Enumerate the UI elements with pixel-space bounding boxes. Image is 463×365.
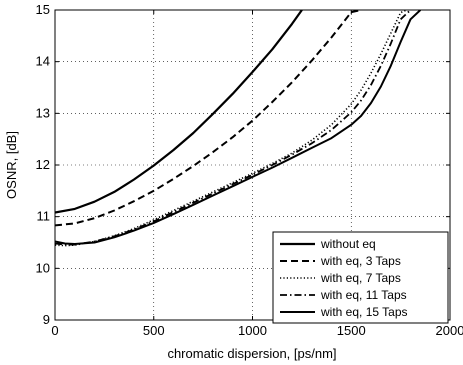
x-tick-label: 2000 [436,323,463,338]
y-tick-label: 14 [36,54,50,69]
series-line-5 [55,10,422,245]
axis-ticks: 0 500 1000 1500 2000 9 10 11 12 13 14 15 [36,2,463,338]
legend-box [272,231,449,324]
x-tick-label: 500 [143,323,165,338]
y-tick-label: 11 [37,209,51,224]
legend-label-2: with eq, 3 Taps [320,254,401,268]
legend-label-1: without eq [320,237,376,251]
y-axis-label: OSNR, [dB] [4,131,19,199]
series-layer [55,10,422,247]
y-tick-label: 15 [36,2,50,17]
x-axis-label: chromatic dispersion, [ps/nm] [167,346,336,361]
y-tick-label: 13 [36,105,50,120]
y-tick-label: 9 [43,312,50,327]
legend-label-3: with eq, 7 Taps [320,271,401,285]
x-tick-label: 1500 [337,323,366,338]
legend-label-4: with eq, 11 Taps [320,288,407,302]
series-line-1 [55,10,303,214]
x-tick-label: 1000 [238,323,267,338]
y-tick-label: 10 [36,260,50,275]
legend: without eq with eq, 3 Taps with eq, 7 Taps… [272,231,449,324]
y-tick-label: 12 [36,157,50,172]
legend-label-5: with eq, 15 Taps [320,305,408,319]
series-line-3 [55,10,407,247]
series-line-2 [55,10,362,227]
x-tick-label: 0 [51,323,58,338]
